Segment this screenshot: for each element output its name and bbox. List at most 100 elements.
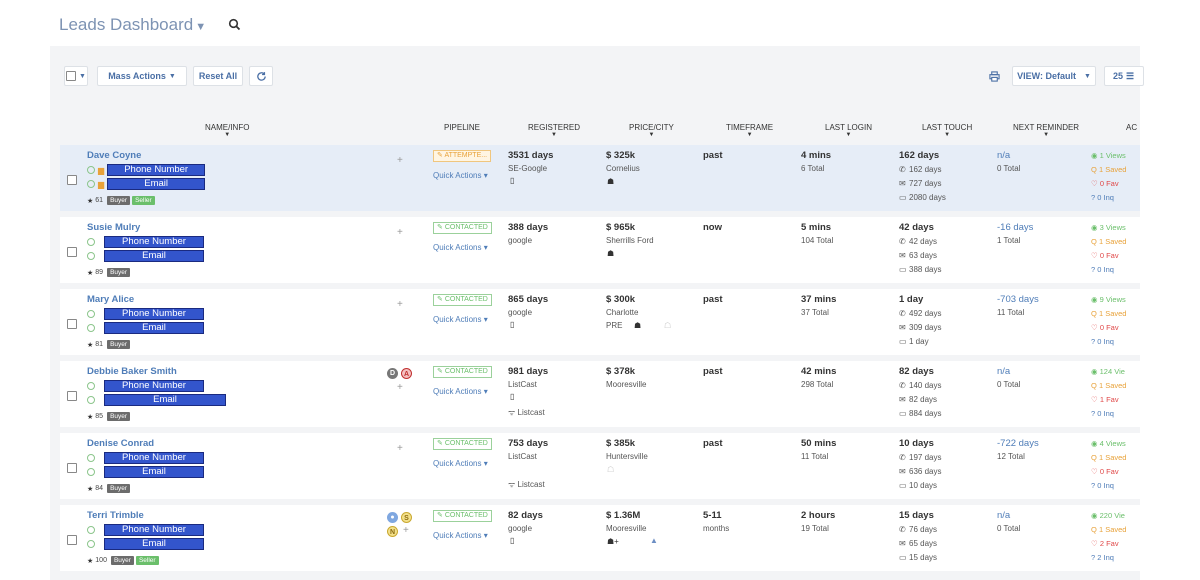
row-checkbox[interactable] [67, 175, 77, 185]
pipeline-status-badge[interactable]: ✎ CONTACTED [433, 438, 492, 450]
per-page-select[interactable]: 25 ☰ [1104, 66, 1144, 86]
column-header-last-touch[interactable]: LAST TOUCH ▼ [922, 123, 972, 138]
email-field[interactable]: Email [107, 178, 206, 190]
print-button[interactable] [982, 66, 1006, 86]
agent-avatar-icon[interactable]: N [387, 526, 398, 537]
select-all-dropdown[interactable]: ▼ [64, 66, 88, 86]
row-checkbox[interactable] [67, 463, 77, 473]
saved-count[interactable]: Q 1 Saved [1091, 237, 1126, 246]
table-row[interactable]: Denise Conrad Phone Number Email ★ 84 Buy… [60, 433, 1140, 501]
lead-name-link[interactable]: Susie Mulry [87, 222, 141, 233]
inq-count[interactable]: ? 0 Inq [1091, 337, 1114, 346]
email-field[interactable]: Email [104, 250, 204, 262]
phone-field[interactable]: Phone Number [104, 308, 204, 320]
views-count[interactable]: ◉ 220 Vie [1091, 511, 1125, 520]
select-all-checkbox[interactable] [66, 71, 77, 81]
add-icon[interactable]: + [397, 155, 403, 166]
pipeline-status-badge[interactable]: ✎ CONTACTED [433, 366, 492, 378]
refresh-button[interactable] [249, 66, 273, 86]
table-row[interactable]: Mary Alice Phone Number Email ★ 81 Buyer … [60, 289, 1140, 357]
column-header-actions[interactable]: AC [1126, 123, 1137, 132]
phone-field[interactable]: Phone Number [104, 524, 204, 536]
views-count[interactable]: ◉ 124 Vie [1091, 367, 1125, 376]
phone-field[interactable]: Phone Number [104, 452, 204, 464]
lead-score: 61 [95, 197, 104, 204]
inq-count[interactable]: ? 0 Inq [1091, 409, 1114, 418]
agent-avatar-icon[interactable]: A [401, 368, 412, 379]
email-field[interactable]: Email [104, 394, 226, 406]
lead-name-link[interactable]: Denise Conrad [87, 438, 155, 449]
views-count[interactable]: ◉ 1 Views [1091, 151, 1126, 160]
pipeline-status-badge[interactable]: ✎ CONTACTED [433, 294, 492, 306]
views-count[interactable]: ◉ 4 Views [1091, 439, 1126, 448]
city-value: Huntersville [606, 452, 648, 461]
column-header-pipeline[interactable]: PIPELINE [444, 123, 480, 132]
lead-name-link[interactable]: Mary Alice [87, 294, 135, 305]
fav-count[interactable]: ♡ 0 Fav [1091, 323, 1119, 332]
phone-field[interactable]: Phone Number [107, 164, 206, 176]
fav-count[interactable]: ♡ 0 Fav [1091, 251, 1119, 260]
column-header-last-login[interactable]: LAST LOGIN ▼ [825, 123, 872, 138]
quick-actions-dropdown[interactable]: Quick Actions ▾ [433, 243, 488, 252]
agent-avatar-icon[interactable]: D [387, 368, 398, 379]
pipeline-status-badge[interactable]: ✎ ATTEMPTE... [433, 150, 492, 162]
table-row[interactable]: Terri Trimble Phone Number Email ★ 100 Bu… [60, 505, 1140, 573]
table-row[interactable]: Debbie Baker Smith Phone Number Email ★ 8… [60, 361, 1140, 429]
views-count[interactable]: ◉ 9 Views [1091, 295, 1126, 304]
phone-field[interactable]: Phone Number [104, 236, 204, 248]
mass-actions-button[interactable]: Mass Actions ▼ [97, 66, 187, 86]
inq-count[interactable]: ? 0 Inq [1091, 265, 1114, 274]
add-icon[interactable]: + [403, 525, 409, 536]
table-row[interactable]: Susie Mulry Phone Number Email ★ 89 Buyer… [60, 217, 1140, 285]
quick-actions-dropdown[interactable]: Quick Actions ▾ [433, 387, 488, 396]
inq-count[interactable]: ? 0 Inq [1091, 193, 1114, 202]
column-header-price[interactable]: PRICE/CITY ▼ [629, 123, 674, 138]
fav-count[interactable]: ♡ 0 Fav [1091, 467, 1119, 476]
email-field[interactable]: Email [104, 466, 204, 478]
view-select[interactable]: VIEW: Default ▼ [1012, 66, 1096, 86]
quick-actions-dropdown[interactable]: Quick Actions ▾ [433, 459, 488, 468]
fav-count[interactable]: ♡ 2 Fav [1091, 539, 1119, 548]
add-icon[interactable]: + [397, 299, 403, 310]
table-row[interactable]: Dave Coyne ▆ Phone Number ▆ Email ★ 61 Bu… [60, 145, 1140, 213]
email-field[interactable]: Email [104, 322, 204, 334]
lead-name-link[interactable]: Dave Coyne [87, 150, 142, 161]
fav-count[interactable]: ♡ 1 Fav [1091, 395, 1119, 404]
touch-calls: ✆ 76 days [899, 525, 937, 534]
agent-avatar-icon[interactable]: ● [387, 512, 398, 523]
column-header-registered[interactable]: REGISTERED ▼ [528, 123, 580, 138]
views-count[interactable]: ◉ 3 Views [1091, 223, 1126, 232]
saved-count[interactable]: Q 1 Saved [1091, 453, 1126, 462]
saved-count[interactable]: Q 1 Saved [1091, 525, 1126, 534]
row-checkbox[interactable] [67, 535, 77, 545]
quick-actions-dropdown[interactable]: Quick Actions ▾ [433, 531, 488, 540]
column-header-next-reminder[interactable]: NEXT REMINDER ▼ [1013, 123, 1079, 138]
saved-count[interactable]: Q 1 Saved [1091, 381, 1126, 390]
search-icon[interactable] [228, 18, 242, 32]
reset-all-button[interactable]: Reset All [193, 66, 243, 86]
lead-name-link[interactable]: Terri Trimble [87, 510, 144, 521]
inq-count[interactable]: ? 0 Inq [1091, 481, 1114, 490]
row-checkbox[interactable] [67, 319, 77, 329]
fav-count[interactable]: ♡ 0 Fav [1091, 179, 1119, 188]
add-icon[interactable]: + [397, 443, 403, 454]
phone-field[interactable]: Phone Number [104, 380, 204, 392]
quick-actions-dropdown[interactable]: Quick Actions ▾ [433, 171, 488, 180]
pipeline-status-badge[interactable]: ✎ CONTACTED [433, 510, 492, 522]
inq-count[interactable]: ? 2 Inq [1091, 553, 1114, 562]
lead-name-link[interactable]: Debbie Baker Smith [87, 366, 177, 377]
email-field[interactable]: Email [104, 538, 204, 550]
agent-avatar-icon[interactable]: S [401, 512, 412, 523]
column-header-timeframe[interactable]: TIMEFRAME ▼ [726, 123, 773, 138]
pipeline-status-badge[interactable]: ✎ CONTACTED [433, 222, 492, 234]
saved-count[interactable]: Q 1 Saved [1091, 309, 1126, 318]
row-checkbox[interactable] [67, 247, 77, 257]
quick-actions-dropdown[interactable]: Quick Actions ▾ [433, 315, 488, 324]
column-header-name[interactable]: NAME/INFO ▼ [205, 123, 249, 138]
add-icon[interactable]: + [397, 227, 403, 238]
dashboard-title-dropdown[interactable]: Leads Dashboard ▼ [59, 15, 206, 35]
lead-score: 85 [95, 413, 104, 420]
add-icon[interactable]: + [397, 382, 403, 393]
row-checkbox[interactable] [67, 391, 77, 401]
saved-count[interactable]: Q 1 Saved [1091, 165, 1126, 174]
